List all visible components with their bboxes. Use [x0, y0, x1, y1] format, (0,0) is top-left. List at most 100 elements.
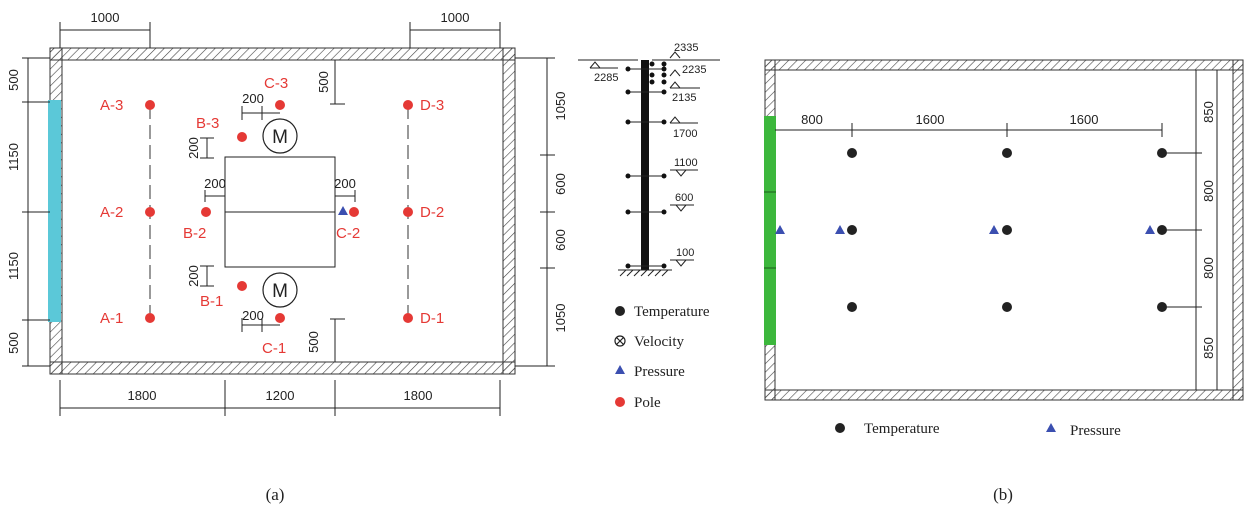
panel-a: 1000 1000 1800 1200 1800 500 1150: [6, 10, 568, 504]
svg-text:B-2: B-2: [183, 225, 206, 242]
svg-text:A-2: A-2: [100, 204, 123, 221]
temperature-sensors-b: [847, 148, 1167, 312]
svg-text:100: 100: [676, 247, 694, 259]
level-1100: 1100: [670, 157, 698, 177]
legend-b: Temperature Pressure: [835, 421, 1121, 439]
pole-c1: C-1: [262, 313, 286, 357]
svg-text:D-3: D-3: [420, 97, 444, 114]
level-600: 600: [670, 192, 694, 212]
pole-d3: D-3: [403, 97, 444, 114]
dim-c2-200: 200: [334, 176, 356, 191]
pole-a3: A-3: [100, 97, 155, 114]
svg-text:Pressure: Pressure: [1070, 423, 1121, 439]
legend-a-temperature: Temperature: [615, 304, 710, 320]
fan-bottom: M: [262, 272, 298, 308]
fan-bottom-label: M: [272, 281, 288, 302]
level-2335: 2335: [669, 42, 698, 59]
svg-text:Pole: Pole: [634, 395, 661, 411]
left-dim-3: 1150: [6, 252, 21, 280]
svg-text:2235: 2235: [682, 64, 706, 76]
small-dims-a: 200 200 200 200 200 200: [186, 91, 356, 332]
pole-d1: D-1: [403, 310, 444, 327]
left-dim-1: 500: [6, 69, 21, 91]
fan-top-label: M: [272, 127, 288, 148]
bottom-dim-2: 1200: [266, 388, 295, 403]
filled-circle-icon: [835, 423, 845, 433]
legend-a-pressure: Pressure: [615, 364, 685, 380]
svg-text:Temperature: Temperature: [864, 421, 940, 437]
b-right-dim-3: 800: [1201, 257, 1216, 279]
svg-text:C-2: C-2: [336, 225, 360, 242]
ground-hatch: [619, 269, 669, 277]
top-dim-right: 1000: [441, 10, 470, 25]
top-dims-b: 800 1600 1600: [775, 112, 1163, 137]
inner-dim-top-500: 500: [316, 71, 331, 93]
dim-b2-200: 200: [204, 176, 226, 191]
svg-text:A-3: A-3: [100, 97, 123, 114]
svg-text:B-3: B-3: [196, 115, 219, 132]
pole-a2: A-2: [100, 204, 155, 221]
elevation-pole: 2335 2285 2235 2135 1700 1100: [578, 42, 720, 277]
right-dims-b: 850 800 800 850: [1190, 70, 1216, 390]
inner-500-bottom: 500: [306, 318, 345, 362]
b-top-dim-2: 1600: [916, 112, 945, 127]
b-right-dim-2: 800: [1201, 180, 1216, 202]
legend-b-temperature: Temperature: [835, 421, 940, 437]
svg-text:D-1: D-1: [420, 310, 444, 327]
left-dim-4: 500: [6, 332, 21, 354]
svg-text:600: 600: [675, 192, 693, 204]
inlet-opening-a: [48, 100, 61, 322]
pole-c2: C-2: [336, 207, 360, 242]
b-top-dim-3: 1600: [1070, 112, 1099, 127]
right-dim-2: 600: [553, 173, 568, 195]
svg-text:2335: 2335: [674, 42, 698, 54]
legend-a: Temperature Velocity Pressure Pole: [614, 304, 710, 411]
panel-b: 800 1600 1600 850 800 800 850: [764, 59, 1244, 504]
circle-cross-icon: [614, 335, 626, 347]
b-right-dim-1: 850: [1201, 101, 1216, 123]
svg-text:A-1: A-1: [100, 310, 123, 327]
svg-text:1100: 1100: [674, 157, 698, 169]
right-dim-1: 1050: [553, 92, 568, 121]
pole-b2: B-2: [183, 207, 211, 242]
pole-b1: B-1: [200, 281, 247, 310]
pole-b3: B-3: [196, 115, 247, 142]
level-100: 100: [670, 247, 694, 267]
poles-a: A-3 A-2 A-1 B-3 B-2 B-1 C-3 C-2 C-1 D-3 …: [100, 75, 444, 357]
b-top-dim-1: 800: [801, 112, 823, 127]
inner-dim-bottom-500: 500: [306, 331, 321, 353]
left-dim-2: 1150: [6, 143, 21, 171]
svg-text:Pressure: Pressure: [634, 364, 685, 380]
right-dim-3: 600: [553, 229, 568, 251]
bottom-dim-1: 1800: [128, 388, 157, 403]
svg-text:B-1: B-1: [200, 293, 223, 310]
room-walls-a: [49, 47, 516, 375]
pole-c3: C-3: [264, 75, 288, 110]
pole-d2: D-2: [403, 204, 444, 221]
filled-circle-icon: [615, 306, 625, 316]
bottom-dims-a: 1800 1200 1800: [59, 380, 501, 416]
dim-b1-200: 200: [186, 265, 201, 287]
dim-c1-200: 200: [242, 308, 264, 323]
svg-text:2135: 2135: [672, 92, 696, 104]
level-1700: 1700: [669, 116, 698, 140]
dim-c3-200: 200: [242, 91, 264, 106]
legend-b-pressure: Pressure: [1046, 423, 1121, 439]
right-dim-4: 1050: [553, 304, 568, 333]
triangle-icon: [1046, 423, 1056, 432]
pole-a1: A-1: [100, 310, 155, 327]
inner-500-top: 500: [316, 60, 345, 105]
bottom-dim-3: 1800: [404, 388, 433, 403]
pressure-marker-c2: [338, 206, 348, 215]
level-2135: 2135: [669, 81, 700, 104]
caption-a: (a): [266, 485, 285, 504]
legend-a-pole: Pole: [615, 395, 661, 411]
svg-text:C-3: C-3: [264, 75, 288, 92]
svg-text:2285: 2285: [594, 72, 618, 84]
dim-b3-200: 200: [186, 137, 201, 159]
fan-top: M: [262, 118, 298, 154]
svg-text:1700: 1700: [673, 128, 697, 140]
right-dims-a: 1050 600 600 1050: [515, 57, 568, 367]
svg-text:D-2: D-2: [420, 204, 444, 221]
